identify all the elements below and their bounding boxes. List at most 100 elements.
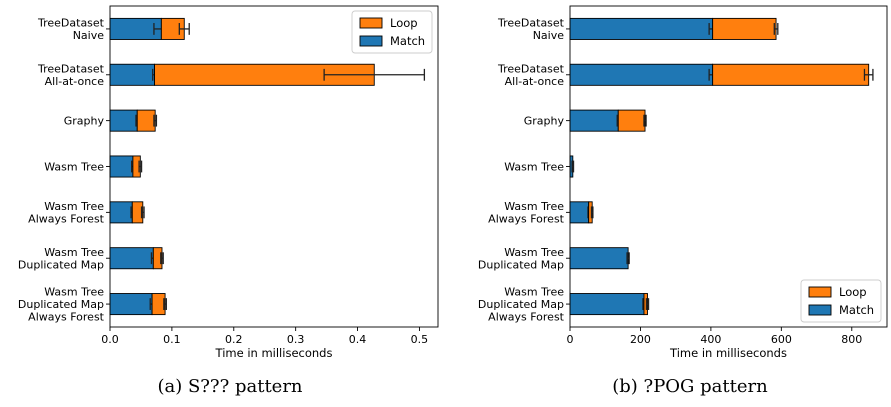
y-tick-label-line: Always Forest xyxy=(28,213,105,226)
y-tick-label-line: Duplicated Map xyxy=(478,258,564,271)
error-bar-loop-5 xyxy=(140,206,145,219)
panel-caption: (b) ?POG pattern xyxy=(612,376,768,397)
error-bar-loop-3 xyxy=(153,114,158,127)
y-tick-label-5: Wasm Tree Always Forest xyxy=(28,200,105,226)
x-tick-label: 0.0 xyxy=(101,333,119,346)
x-axis-label: Time in milliseconds xyxy=(669,346,787,360)
y-tick-label-line: Duplicated Map xyxy=(18,258,104,271)
x-tick-label: 0.3 xyxy=(287,333,305,346)
y-tick-label-line: Graphy xyxy=(64,115,105,128)
bar-match-6 xyxy=(109,247,154,270)
bar-match-5 xyxy=(109,201,133,224)
error-bar-match-4 xyxy=(571,160,575,173)
y-tick-label-5: Wasm Tree Always Forest xyxy=(488,200,565,226)
error-bar-match-6 xyxy=(626,252,630,265)
bar-match-3 xyxy=(569,109,619,132)
y-tick-label-2: TreeDataset All-at-once xyxy=(37,63,105,89)
x-tick-label: 0 xyxy=(567,333,574,346)
x-tick-label: 0.4 xyxy=(349,333,367,346)
y-tick-label-line: Graphy xyxy=(524,115,565,128)
bar-loop-2 xyxy=(712,63,870,86)
legend: Loop Match xyxy=(351,10,433,54)
y-tick-label-line: Duplicated Map xyxy=(478,298,564,311)
axes-frame xyxy=(109,5,439,328)
y-tick-label-6: Wasm Tree Duplicated Map xyxy=(478,246,564,272)
y-tick-label-line: Wasm Tree xyxy=(44,246,104,259)
y-tick-label-1: TreeDataset Naive xyxy=(37,17,105,43)
error-bar-loop-7 xyxy=(163,298,167,310)
bar-loop-3 xyxy=(136,109,156,132)
legend-swatch-loop xyxy=(808,286,832,298)
y-tick-label-4: Wasm Tree xyxy=(44,161,104,174)
y-tick-label-line: Always Forest xyxy=(488,213,565,226)
y-tick-label-line: TreeDataset xyxy=(497,63,565,76)
y-tick-label-line: Wasm Tree xyxy=(44,200,104,213)
y-tick-label-line: Wasm Tree xyxy=(504,161,564,174)
x-tick-label: 0.5 xyxy=(411,333,429,346)
error-bar-loop-1 xyxy=(773,23,779,35)
panel-caption: (a) S??? pattern xyxy=(157,376,302,397)
y-tick-label-4: Wasm Tree xyxy=(504,161,564,174)
y-tick-label-line: Wasm Tree xyxy=(504,200,564,213)
error-bar-loop-5 xyxy=(590,206,594,219)
bar-loop-3 xyxy=(617,109,646,132)
bar-match-3 xyxy=(109,109,138,132)
bar-match-6 xyxy=(569,247,629,270)
error-bar-loop-1 xyxy=(178,23,190,35)
y-tick-label-line: Wasm Tree xyxy=(44,286,104,299)
y-tick-label-7: Wasm Tree Duplicated Map Always Forest xyxy=(18,286,105,324)
bar-match-5 xyxy=(569,201,590,224)
bar-match-7 xyxy=(569,293,645,316)
y-tick-label-line: Wasm Tree xyxy=(504,246,564,259)
y-tick-label-line: Duplicated Map xyxy=(18,298,104,311)
bar-loop-1 xyxy=(712,17,777,40)
y-tick-label-1: TreeDataset Naive xyxy=(497,17,565,43)
error-bar-loop-2 xyxy=(863,68,874,81)
x-tick-label: 0.2 xyxy=(225,333,243,346)
error-bar-loop-6 xyxy=(160,252,164,265)
y-tick-label-7: Wasm Tree Duplicated Map Always Forest xyxy=(478,286,565,324)
y-tick-label-line: TreeDataset xyxy=(37,63,105,76)
bar-match-7 xyxy=(109,293,153,316)
legend-label-match: Match xyxy=(390,34,425,48)
x-tick-label: 0.1 xyxy=(163,333,181,346)
legend-label-loop: Loop xyxy=(390,16,418,30)
x-tick-label: 800 xyxy=(841,333,862,346)
bar-match-4 xyxy=(109,155,134,178)
legend-label-loop: Loop xyxy=(839,285,867,299)
y-tick-label-line: All-at-once xyxy=(505,75,565,88)
bar-match-1 xyxy=(569,17,714,40)
y-tick-label-line: Always Forest xyxy=(488,311,565,324)
y-tick-label-line: All-at-once xyxy=(45,75,105,88)
bar-match-2 xyxy=(569,63,714,86)
legend-swatch-loop xyxy=(359,17,383,29)
legend: Loop Match xyxy=(800,279,882,323)
y-tick-label-3: Graphy xyxy=(64,115,105,128)
y-tick-label-line: Naive xyxy=(533,29,565,42)
y-tick-label-line: TreeDataset xyxy=(37,17,105,30)
legend-swatch-match xyxy=(808,304,832,316)
error-bar-loop-4 xyxy=(138,160,143,173)
y-tick-label-3: Graphy xyxy=(524,115,565,128)
bar-match-2 xyxy=(109,63,156,86)
legend-swatch-match xyxy=(359,35,383,47)
y-tick-label-6: Wasm Tree Duplicated Map xyxy=(18,246,104,272)
legend-label-match: Match xyxy=(839,303,874,317)
y-tick-label-line: TreeDataset xyxy=(497,17,565,30)
x-tick-label: 400 xyxy=(700,333,721,346)
error-bar-loop-3 xyxy=(643,114,647,127)
x-axis-label: Time in milliseconds xyxy=(215,346,333,360)
y-tick-label-2: TreeDataset All-at-once xyxy=(497,63,565,89)
y-tick-label-line: Wasm Tree xyxy=(44,161,104,174)
error-bar-loop-2 xyxy=(323,68,426,81)
x-tick-label: 600 xyxy=(771,333,792,346)
y-tick-label-line: Wasm Tree xyxy=(504,286,564,299)
bar-loop-7 xyxy=(151,293,166,316)
y-tick-label-line: Always Forest xyxy=(28,311,105,324)
y-tick-label-line: Naive xyxy=(73,29,105,42)
error-bar-loop-7 xyxy=(645,298,650,310)
x-tick-label: 200 xyxy=(630,333,651,346)
